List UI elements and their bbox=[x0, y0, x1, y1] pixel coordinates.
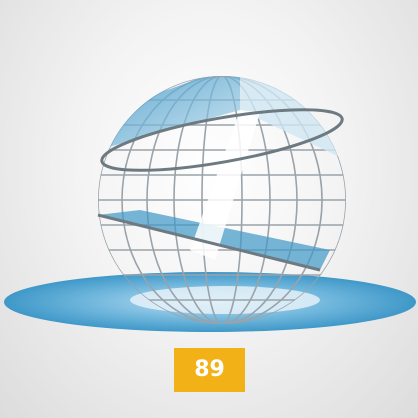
ring bbox=[100, 108, 344, 172]
rim bbox=[97, 213, 321, 272]
score-badge: 89 bbox=[174, 348, 245, 392]
glass-panels bbox=[98, 76, 346, 270]
